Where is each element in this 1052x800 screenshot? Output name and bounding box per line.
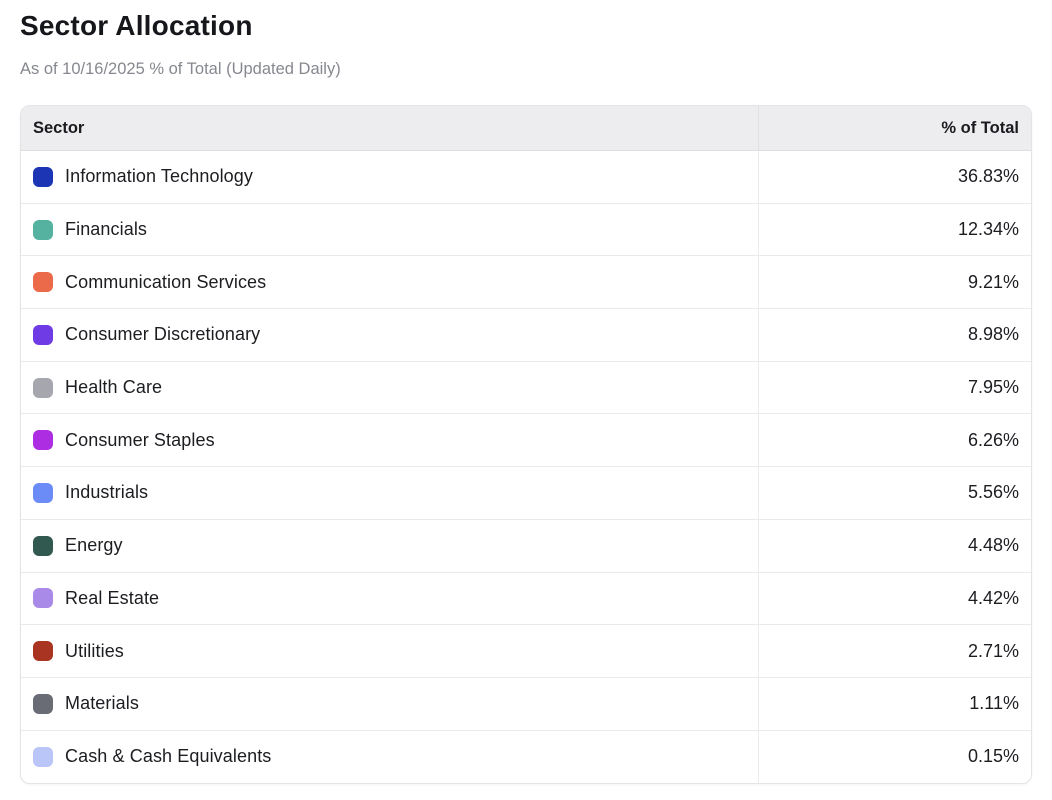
sector-color-swatch-icon <box>33 482 53 503</box>
sector-percent-value: 9.21% <box>967 271 1019 292</box>
sector-color-swatch-icon <box>33 746 53 767</box>
sector-name: Consumer Staples <box>65 429 215 450</box>
sector-percent-value: 36.83% <box>957 166 1019 187</box>
sector-color-swatch-icon <box>33 377 53 398</box>
sector-percent-value: 8.98% <box>967 324 1019 345</box>
table-row: Health Care 7.95% <box>21 361 1031 415</box>
table-row: Information Technology 36.83% <box>21 151 1031 204</box>
table-row: Consumer Staples 6.26% <box>21 414 1031 468</box>
table-row: Communication Services 9.21% <box>21 256 1031 310</box>
sector-percent-value: 0.15% <box>967 746 1019 767</box>
table-row: Real Estate 4.42% <box>21 572 1031 626</box>
sector-percent-value: 4.42% <box>967 587 1019 608</box>
sector-name: Communication Services <box>65 271 267 292</box>
sector-color-swatch-icon <box>33 430 53 451</box>
sector-name: Materials <box>65 693 139 714</box>
sector-name: Industrials <box>65 482 149 503</box>
table-header-row: Sector % of Total <box>21 106 1031 151</box>
sector-name: Health Care <box>65 377 163 398</box>
table-row: Financials 12.34% <box>21 203 1031 257</box>
sector-name: Financials <box>65 219 148 240</box>
sector-percent-value: 7.95% <box>967 377 1019 398</box>
table-row: Cash & Cash Equivalents 0.15% <box>21 730 1031 784</box>
sector-cell: Consumer Discretionary <box>21 309 759 361</box>
sector-color-swatch-icon <box>33 693 53 714</box>
sector-percent-value: 12.34% <box>957 219 1019 240</box>
table-body: Information Technology 36.83% Financials… <box>21 151 1031 784</box>
sector-cell: Real Estate <box>21 572 759 625</box>
sector-color-swatch-icon <box>33 588 53 609</box>
sector-percent-value: 5.56% <box>967 482 1019 503</box>
sector-cell: Cash & Cash Equivalents <box>21 730 759 784</box>
sector-cell: Utilities <box>21 625 759 677</box>
sector-name: Cash & Cash Equivalents <box>65 746 272 767</box>
sector-cell: Consumer Staples <box>21 414 759 467</box>
sector-percent-value: 1.11% <box>969 693 1019 714</box>
sector-name: Consumer Discretionary <box>65 324 261 345</box>
sector-cell: Communication Services <box>21 256 759 309</box>
sector-cell: Information Technology <box>21 151 759 203</box>
sector-name: Energy <box>65 535 123 556</box>
sector-color-swatch-icon <box>33 166 53 187</box>
table-row: Energy 4.48% <box>21 519 1031 573</box>
table-row: Materials 1.11% <box>21 677 1031 731</box>
table-row: Consumer Discretionary 8.98% <box>21 309 1031 362</box>
sector-cell: Materials <box>21 677 759 730</box>
sector-name: Utilities <box>65 640 124 661</box>
sector-name: Information Technology <box>65 166 253 187</box>
sector-color-swatch-icon <box>33 641 53 662</box>
sector-cell: Health Care <box>21 361 759 414</box>
table-row: Utilities 2.71% <box>21 625 1031 678</box>
sector-percent-value: 6.26% <box>967 429 1019 450</box>
sector-allocation-table: Sector % of Total Information Technology… <box>20 105 1032 785</box>
column-header-percent-of-total: % of Total <box>941 118 1019 137</box>
table-row: Industrials 5.56% <box>21 467 1031 520</box>
column-header-sector: Sector <box>21 106 759 150</box>
sector-color-swatch-icon <box>33 535 53 556</box>
sector-color-swatch-icon <box>33 219 53 240</box>
sector-percent-value: 2.71% <box>967 640 1019 661</box>
page-title: Sector Allocation <box>20 10 253 41</box>
sector-cell: Industrials <box>21 467 759 519</box>
sector-color-swatch-icon <box>33 324 53 345</box>
sector-name: Real Estate <box>65 587 160 608</box>
page-subtitle: As of 10/16/2025 % of Total (Updated Dai… <box>20 60 341 78</box>
sector-color-swatch-icon <box>33 272 53 293</box>
sector-percent-value: 4.48% <box>967 535 1019 556</box>
sector-cell: Financials <box>21 203 759 256</box>
sector-cell: Energy <box>21 519 759 572</box>
